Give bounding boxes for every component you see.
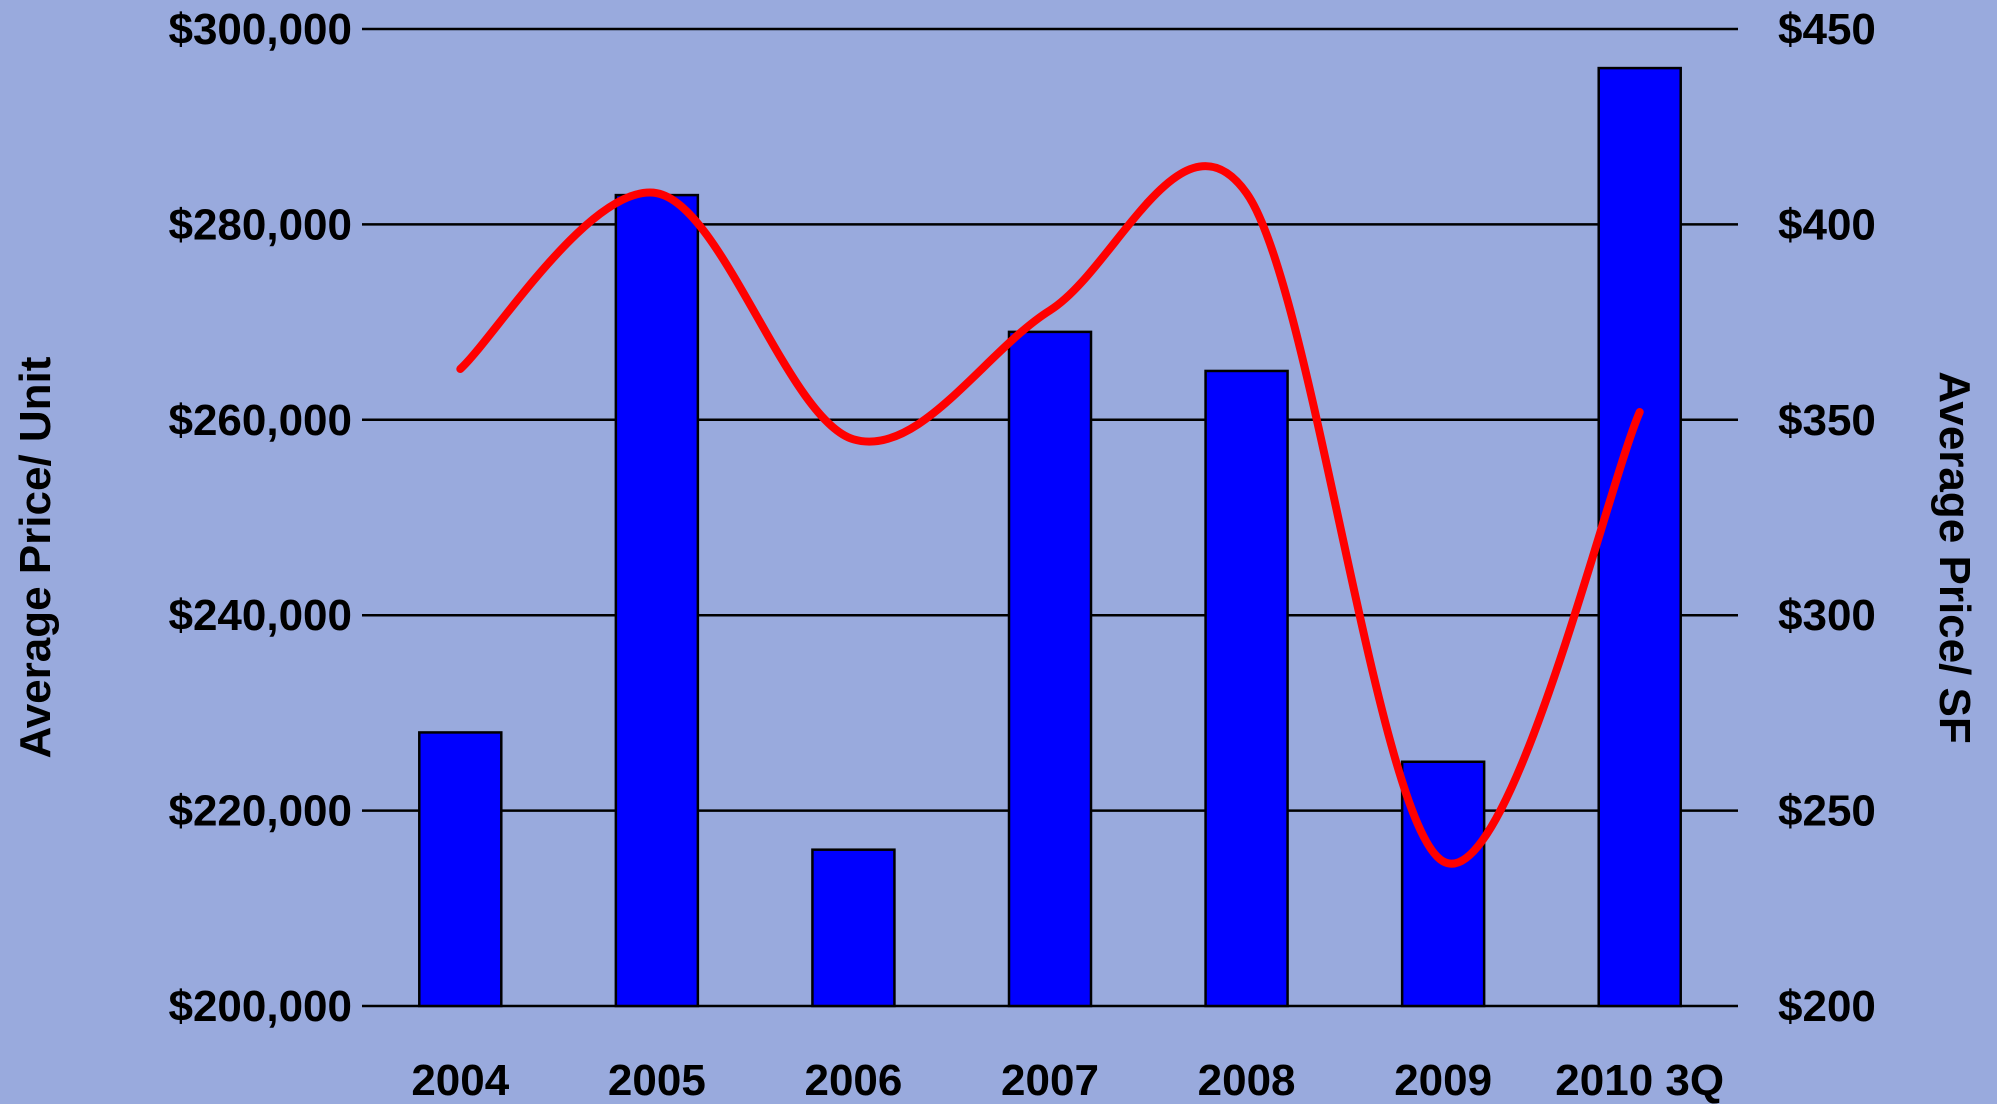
y-axis-label-left: Average Price/ Unit	[11, 356, 60, 758]
y-tick-label-left: $200,000	[168, 982, 352, 1031]
x-tick-label: 2006	[804, 1056, 902, 1104]
y-tick-label-left: $260,000	[168, 396, 352, 445]
x-tick-label: 2008	[1198, 1056, 1296, 1104]
bar	[419, 732, 501, 1006]
y-tick-label-right: $350	[1778, 396, 1876, 445]
y-tick-label-right: $300	[1778, 591, 1876, 640]
x-tick-label: 2007	[1001, 1056, 1099, 1104]
y-tick-label-left: $240,000	[168, 591, 352, 640]
y-tick-label-right: $400	[1778, 200, 1876, 249]
y-tick-label-right: $250	[1778, 787, 1876, 836]
x-tick-label: 2005	[608, 1056, 706, 1104]
y-tick-label-right: $200	[1778, 982, 1876, 1031]
bar	[1402, 762, 1484, 1006]
y-tick-label-left: $220,000	[168, 787, 352, 836]
y-axis-label-right: Average Price/ SF	[1930, 371, 1979, 744]
bar	[1009, 332, 1091, 1006]
bar	[1206, 371, 1288, 1006]
y-tick-label-right: $450	[1778, 5, 1876, 54]
bar	[1599, 68, 1681, 1006]
x-tick-label: 2004	[411, 1056, 509, 1104]
x-tick-label: 2009	[1394, 1056, 1492, 1104]
x-tick-label: 2010 3Q	[1555, 1056, 1724, 1104]
y-tick-label-left: $280,000	[168, 200, 352, 249]
bar	[616, 195, 698, 1006]
y-tick-label-left: $300,000	[168, 5, 352, 54]
bar	[812, 850, 894, 1006]
